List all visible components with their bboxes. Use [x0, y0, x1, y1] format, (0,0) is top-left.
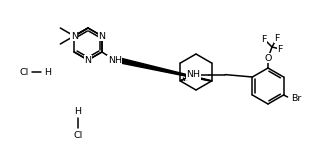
Text: F: F — [261, 34, 267, 44]
Text: O: O — [264, 53, 272, 62]
Text: NH: NH — [108, 56, 122, 65]
Text: N: N — [71, 32, 78, 41]
Text: Br: Br — [292, 94, 302, 103]
Text: H: H — [74, 107, 82, 116]
Polygon shape — [115, 57, 212, 81]
Text: F: F — [274, 33, 280, 42]
Text: N: N — [98, 32, 105, 41]
Text: Cl: Cl — [20, 67, 29, 77]
Text: N: N — [84, 56, 91, 65]
Text: NH: NH — [186, 70, 200, 79]
Text: F: F — [277, 45, 283, 53]
Text: H: H — [44, 67, 51, 77]
Text: Cl: Cl — [73, 131, 83, 140]
